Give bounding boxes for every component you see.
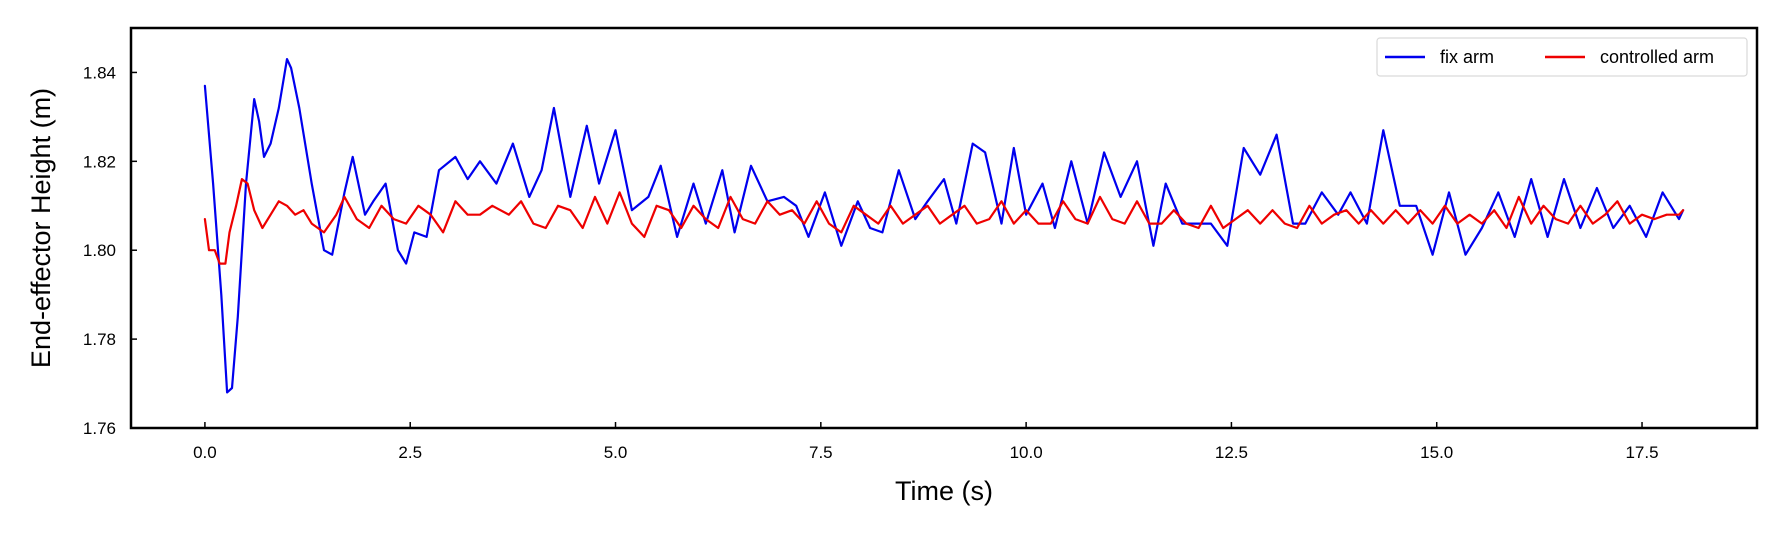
series-layer	[203, 58, 1685, 394]
x-tick-label: 7.5	[809, 443, 833, 462]
x-tick-label: 5.0	[604, 443, 628, 462]
x-axis-ticks: 0.0 2.5 5.0 7.5 10.0 12.5 15.0 17.5	[193, 422, 1659, 462]
legend-label-fix-arm: fix arm	[1440, 47, 1494, 67]
plot-frame	[129, 26, 1759, 430]
x-tick-label: 12.5	[1215, 443, 1248, 462]
y-tick-label: 1.84	[83, 63, 116, 82]
y-tick-label: 1.76	[83, 419, 116, 438]
x-tick-label: 0.0	[193, 443, 217, 462]
series-line-fix-arm	[203, 58, 1685, 394]
y-axis-ticks: 1.76 1.78 1.80 1.82 1.84	[83, 63, 137, 438]
y-axis-label: End-effector Height (m)	[26, 88, 56, 368]
y-tick-label: 1.78	[83, 330, 116, 349]
legend-label-controlled-arm: controlled arm	[1600, 47, 1714, 67]
x-tick-label: 15.0	[1420, 443, 1453, 462]
series-line-controlled-arm	[203, 178, 1685, 265]
y-tick-label: 1.82	[83, 152, 116, 171]
x-tick-label: 17.5	[1625, 443, 1658, 462]
x-axis-label: Time (s)	[895, 476, 993, 506]
legend: fix arm controlled arm	[1376, 37, 1748, 77]
x-tick-label: 10.0	[1010, 443, 1043, 462]
x-tick-label: 2.5	[398, 443, 422, 462]
y-tick-label: 1.80	[83, 241, 116, 260]
